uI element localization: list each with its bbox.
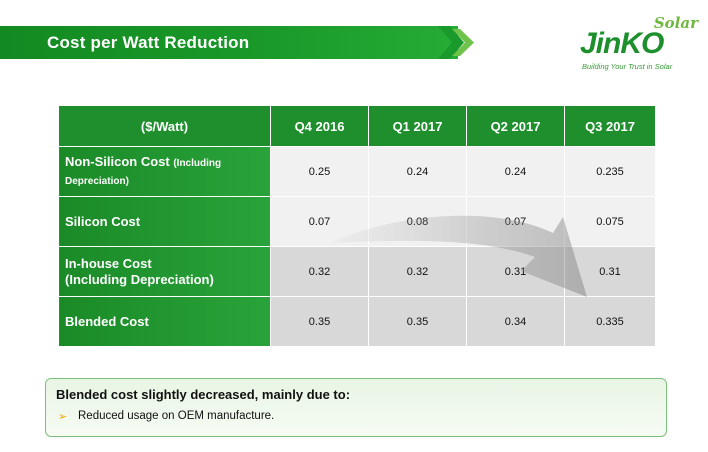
column-header-q4-2016: Q4 2016 (270, 105, 369, 147)
row-label-blended-cost: Blended Cost (58, 296, 271, 347)
column-header-q1-2017: Q1 2017 (368, 105, 467, 147)
table-row: Non-Silicon Cost (Including Depreciation… (58, 146, 656, 197)
table-cell: 0.32 (368, 246, 467, 297)
table-cell: 0.31 (466, 246, 565, 297)
cost-table: ($/Watt) Q4 2016 Q1 2017 Q2 2017 Q3 2017… (58, 105, 656, 347)
table-cell: 0.075 (564, 196, 656, 247)
table-cell: 0.31 (564, 246, 656, 297)
row-label-silicon-cost: Silicon Cost (58, 196, 271, 247)
row-label-note: (Including Depreciation) (65, 157, 222, 187)
summary-note-title: Blended cost slightly decreased, mainly … (56, 387, 351, 402)
table-cell: 0.07 (270, 196, 369, 247)
table-cell: 0.24 (466, 146, 565, 197)
logo-tagline: Building Your Trust in Solar (582, 62, 673, 71)
table-cell: 0.25 (270, 146, 369, 197)
table-row: Blended Cost 0.35 0.35 0.34 0.335 (58, 296, 656, 347)
table-cell: 0.07 (466, 196, 565, 247)
table-cell: 0.24 (368, 146, 467, 197)
table-cell: 0.08 (368, 196, 467, 247)
logo-solar-text: Solar (653, 14, 698, 32)
logo-brand-text: JinKO (580, 27, 664, 60)
table-cell: 0.32 (270, 246, 369, 297)
column-header-q3-2017: Q3 2017 (564, 105, 656, 147)
row-label-text: Blended Cost (65, 313, 149, 329)
arrow-bullet-icon: ➢ (58, 411, 68, 423)
table-cell: 0.235 (564, 146, 656, 197)
jinko-solar-logo: Solar JinKO Building Your Trust in Solar (576, 14, 702, 76)
row-label-in-house-cost: In-house Cost (Including Depreciation) (58, 246, 271, 297)
summary-note-item: Reduced usage on OEM manufacture. (78, 410, 275, 422)
table-row: In-house Cost (Including Depreciation) 0… (58, 246, 656, 297)
row-label-non-silicon-cost: Non-Silicon Cost (Including Depreciation… (58, 146, 271, 197)
column-header-q2-2017: Q2 2017 (466, 105, 565, 147)
chevron-arrows-icon (438, 26, 474, 59)
row-label-text: Non-Silicon Cost (65, 153, 170, 169)
table-cell: 0.35 (270, 296, 369, 347)
summary-note-box: Blended cost slightly decreased, mainly … (45, 378, 667, 437)
row-label-text: In-house Cost (65, 255, 152, 271)
row-label-text: Silicon Cost (65, 213, 141, 229)
title-bar (0, 26, 458, 59)
table-cell: 0.35 (368, 296, 467, 347)
page-title: Cost per Watt Reduction (47, 33, 250, 52)
table-row: Silicon Cost 0.07 0.08 0.07 0.075 (58, 196, 656, 247)
table-cell: 0.34 (466, 296, 565, 347)
table-header-row: ($/Watt) Q4 2016 Q1 2017 Q2 2017 Q3 2017 (58, 105, 656, 147)
row-label-note: (Including Depreciation) (65, 271, 214, 287)
table-cell: 0.335 (564, 296, 656, 347)
column-header-unit: ($/Watt) (58, 105, 271, 147)
